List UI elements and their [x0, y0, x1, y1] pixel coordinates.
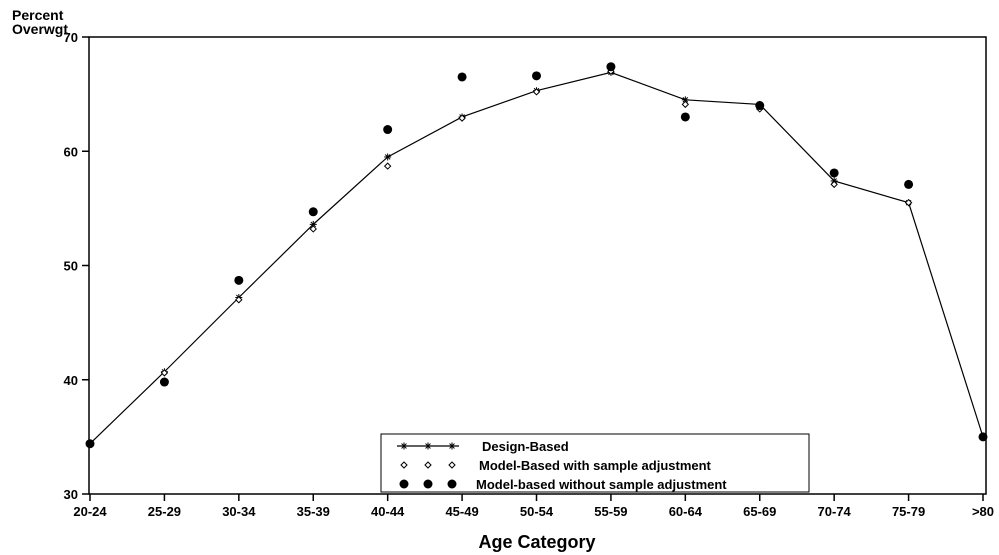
diamond-marker	[681, 100, 690, 109]
legend-label: Model-based without sample adjustment	[476, 477, 727, 492]
diamond-marker	[235, 296, 243, 304]
legend-circle-marker	[423, 479, 433, 489]
x-tick-label: >80	[972, 504, 994, 519]
circle-marker	[85, 439, 95, 449]
x-tick-label: 25-29	[148, 504, 181, 519]
circle-marker	[904, 179, 914, 189]
y-tick-label: 50	[64, 259, 78, 274]
y-tick-label: 60	[64, 144, 78, 159]
x-tick-label: 45-49	[445, 504, 478, 519]
legend-circle-marker	[447, 479, 457, 489]
diamond-marker	[309, 225, 317, 233]
series-layer	[85, 62, 988, 449]
circle-marker	[829, 168, 839, 178]
diamond-marker	[904, 198, 913, 207]
y-axis-title-line-2: Overwgt	[12, 21, 68, 37]
circle-marker	[755, 101, 765, 111]
circle-marker	[159, 377, 169, 387]
x-tick-label: 65-69	[743, 504, 776, 519]
legend-star-marker	[448, 442, 456, 450]
legend-star-marker	[424, 442, 432, 450]
circle-marker	[308, 207, 318, 217]
y-tick-label: 30	[64, 487, 78, 502]
legend-star-marker	[400, 442, 408, 450]
circle-marker	[978, 432, 988, 442]
x-tick-label: 50-54	[520, 504, 554, 519]
circle-marker	[680, 112, 690, 122]
x-tick-label: 35-39	[297, 504, 330, 519]
series-1	[86, 68, 987, 448]
legend-item: Model-based without sample adjustment	[399, 477, 727, 492]
legend-label: Model-Based with sample adjustment	[479, 458, 712, 473]
y-tick-label: 40	[64, 373, 78, 388]
circle-marker	[606, 62, 616, 72]
x-tick-label: 70-74	[818, 504, 852, 519]
diamond-marker	[160, 369, 169, 377]
legend-item: Design-Based	[397, 439, 569, 454]
circle-marker	[532, 71, 541, 81]
series-line	[89, 71, 984, 445]
diamond-marker	[383, 162, 392, 170]
series-2	[86, 67, 987, 448]
x-tick-label: 40-44	[371, 504, 405, 519]
x-tick-label: 60-64	[669, 504, 703, 519]
legend-circle-marker	[399, 479, 409, 489]
y-axis: 30 40 50 60 70	[64, 30, 89, 502]
x-tick-label: 20-24	[73, 504, 107, 519]
x-axis-title: Age Category	[478, 532, 595, 552]
plot-frame	[88, 36, 987, 495]
circle-marker	[457, 72, 467, 82]
diamond-marker	[532, 88, 541, 96]
circle-marker	[234, 275, 244, 285]
y-axis-title: Percent Overwgt	[12, 7, 68, 37]
legend-diamond-marker	[424, 461, 432, 469]
diamond-marker	[830, 180, 838, 189]
x-tick-label: 55-59	[594, 504, 627, 519]
legend-diamond-marker	[448, 461, 456, 469]
star-marker	[384, 153, 392, 161]
y-axis-title-line-1: Percent	[12, 7, 64, 23]
legend: Design-Based Model-Based with sample adju…	[380, 433, 810, 493]
x-tick-label: 30-34	[222, 504, 256, 519]
legend-item: Model-Based with sample adjustment	[400, 458, 712, 473]
legend-diamond-marker	[400, 461, 408, 469]
series-3	[85, 62, 988, 449]
legend-label: Design-Based	[482, 439, 569, 454]
x-axis: 20-24 25-29 30-34 35-39 40-44 45-49 50-54 55-59…	[73, 494, 994, 519]
diamond-marker	[458, 114, 466, 122]
y-tick-label: 70	[64, 30, 78, 45]
circle-marker	[383, 125, 393, 135]
x-tick-label: 75-79	[892, 504, 925, 519]
